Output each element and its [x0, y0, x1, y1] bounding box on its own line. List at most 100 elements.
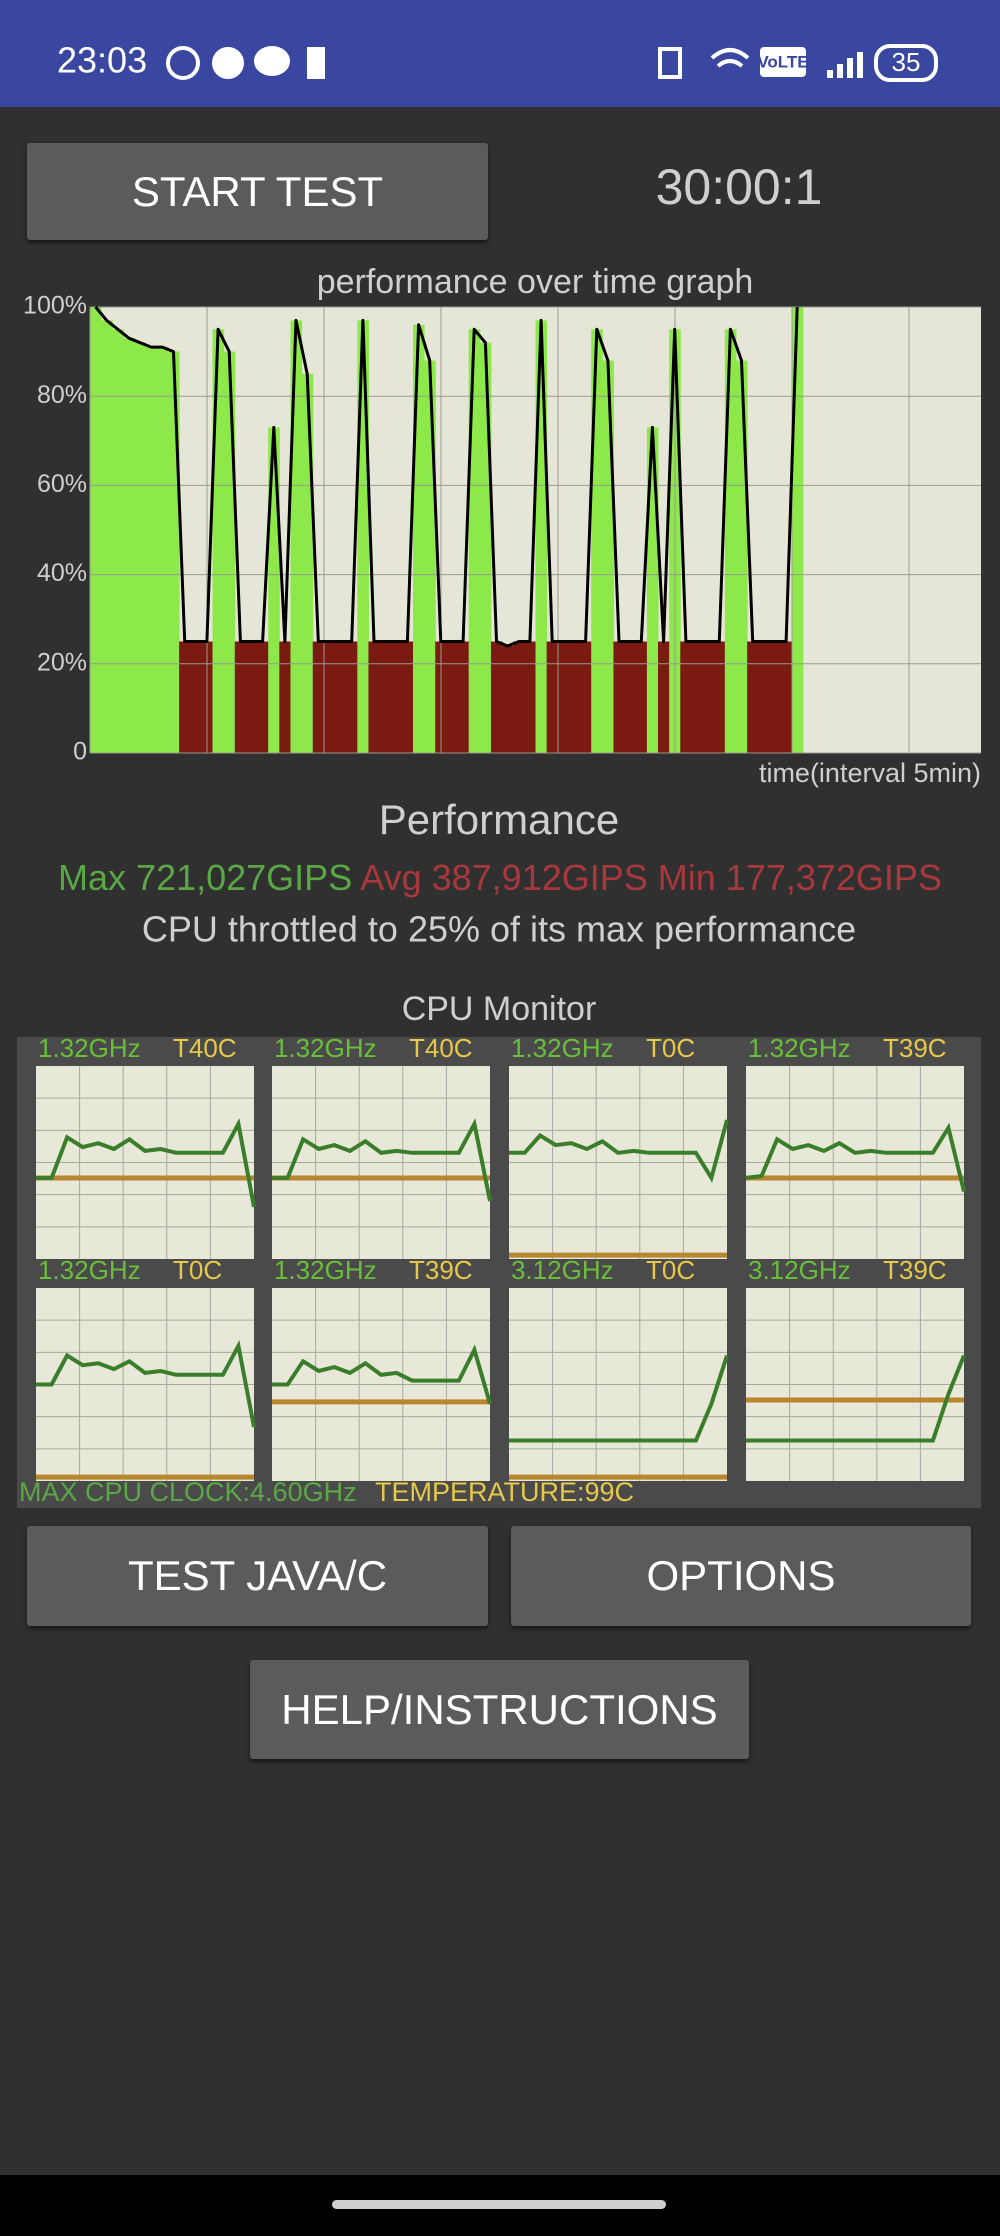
test-java-button[interactable]: TEST JAVA/C	[27, 1526, 488, 1626]
performance-bar	[346, 641, 358, 753]
performance-bar	[680, 641, 692, 753]
max-stat: Max 721,027GIPS	[58, 857, 352, 898]
performance-stats: Max 721,027GIPS Avg 387,912GIPS Min 177,…	[58, 857, 942, 898]
home-handle[interactable]	[332, 2200, 666, 2209]
y-tick-label: 100%	[23, 292, 87, 320]
performance-bar	[457, 641, 470, 753]
core-frequency: 3.12GHz	[511, 1255, 614, 1285]
performance-bar	[368, 641, 381, 753]
performance-bar	[780, 641, 793, 753]
performance-bar	[535, 320, 548, 753]
performance-bar	[568, 641, 581, 753]
performance-bar	[290, 320, 303, 753]
core-frequency: 1.32GHz	[274, 1255, 377, 1285]
core-frequency: 1.32GHz	[511, 1033, 614, 1063]
performance-bar	[446, 641, 459, 753]
performance-bar	[513, 641, 525, 753]
performance-bar	[658, 641, 670, 753]
performance-bar	[390, 641, 403, 753]
y-tick-label: 40%	[37, 559, 87, 587]
performance-bar	[758, 641, 770, 753]
y-tick-label: 0	[73, 738, 87, 766]
status-bar	[0, 0, 1000, 107]
performance-bar	[702, 641, 715, 753]
core-temperature: T39C	[883, 1033, 947, 1063]
performance-bar	[735, 360, 748, 753]
performance-bar	[713, 641, 726, 753]
timer: 30:00:1	[656, 159, 823, 215]
y-tick-label: 80%	[37, 381, 87, 409]
core-temperature: T0C	[646, 1033, 695, 1063]
core-load-line	[272, 1118, 492, 1202]
status-icons	[166, 44, 938, 82]
performance-bar	[524, 641, 536, 753]
performance-bar	[769, 641, 782, 753]
performance-bar	[335, 641, 347, 753]
performance-bar	[557, 641, 570, 753]
performance-bar	[401, 641, 414, 753]
core-load-line	[36, 1117, 256, 1208]
performance-bar	[691, 641, 704, 753]
performance-bar	[602, 360, 614, 753]
performance-bar	[301, 373, 314, 753]
performance-bar	[167, 351, 180, 753]
clock: 23:03	[57, 40, 147, 81]
performance-bar	[724, 329, 737, 753]
y-tick-label: 20%	[37, 648, 87, 676]
performance-bar	[502, 645, 514, 753]
performance-bar	[323, 641, 336, 753]
monitor-title: CPU Monitor	[402, 990, 597, 1028]
performance-bar	[357, 320, 369, 753]
core-load-line	[509, 1119, 729, 1183]
performance-bar	[190, 641, 202, 753]
core-temperature: T40C	[173, 1033, 237, 1063]
help-button[interactable]: HELP/INSTRUCTIONS	[250, 1660, 749, 1759]
max-clock: MAX CPU CLOCK:4.60GHz	[19, 1477, 357, 1507]
performance-title: Performance	[379, 796, 619, 843]
performance-bar	[223, 351, 236, 753]
core-load-line	[746, 1354, 966, 1443]
performance-bar	[245, 641, 258, 753]
core-temperature: T40C	[409, 1033, 473, 1063]
performance-bar	[490, 641, 503, 753]
min-stat: Min 177,372GIPS	[658, 857, 942, 898]
chart-title: performance over time graph	[317, 263, 754, 301]
performance-bar	[90, 307, 102, 753]
network-label: VoLTE	[757, 52, 808, 71]
core-load-line	[36, 1339, 256, 1428]
performance-bar	[156, 347, 169, 753]
performance-bar	[747, 641, 759, 753]
performance-bar	[613, 641, 626, 753]
core-load-line	[272, 1344, 492, 1405]
core-temperature: T0C	[173, 1255, 222, 1285]
options-button[interactable]: OPTIONS	[511, 1526, 971, 1626]
core-temperature: T0C	[646, 1255, 695, 1285]
start-test-button[interactable]: START TEST	[27, 143, 488, 240]
battery-level: 35	[892, 47, 921, 77]
performance-bar	[635, 641, 648, 753]
performance-bar	[123, 338, 136, 753]
performance-bar	[591, 329, 603, 753]
core-temperature: T39C	[883, 1255, 947, 1285]
performance-bar	[479, 342, 492, 753]
performance-line	[94, 306, 799, 648]
performance-bar	[791, 307, 804, 753]
performance-bar	[179, 641, 191, 753]
performance-bar	[424, 360, 436, 753]
core-frequency: 3.12GHz	[748, 1255, 851, 1285]
performance-bar	[412, 324, 425, 753]
performance-bar	[145, 347, 158, 753]
performance-bar	[312, 641, 325, 753]
performance-bar	[580, 641, 592, 753]
performance-bar	[279, 641, 291, 753]
performance-bar	[646, 427, 659, 753]
performance-bar	[468, 329, 481, 753]
x-axis-label: time(interval 5min)	[759, 758, 981, 788]
performance-bar	[546, 641, 559, 753]
performance-bar	[268, 427, 280, 753]
temperature: TEMPERATURE:99C	[375, 1477, 634, 1507]
performance-bar	[624, 641, 637, 753]
performance-bar	[112, 329, 124, 753]
